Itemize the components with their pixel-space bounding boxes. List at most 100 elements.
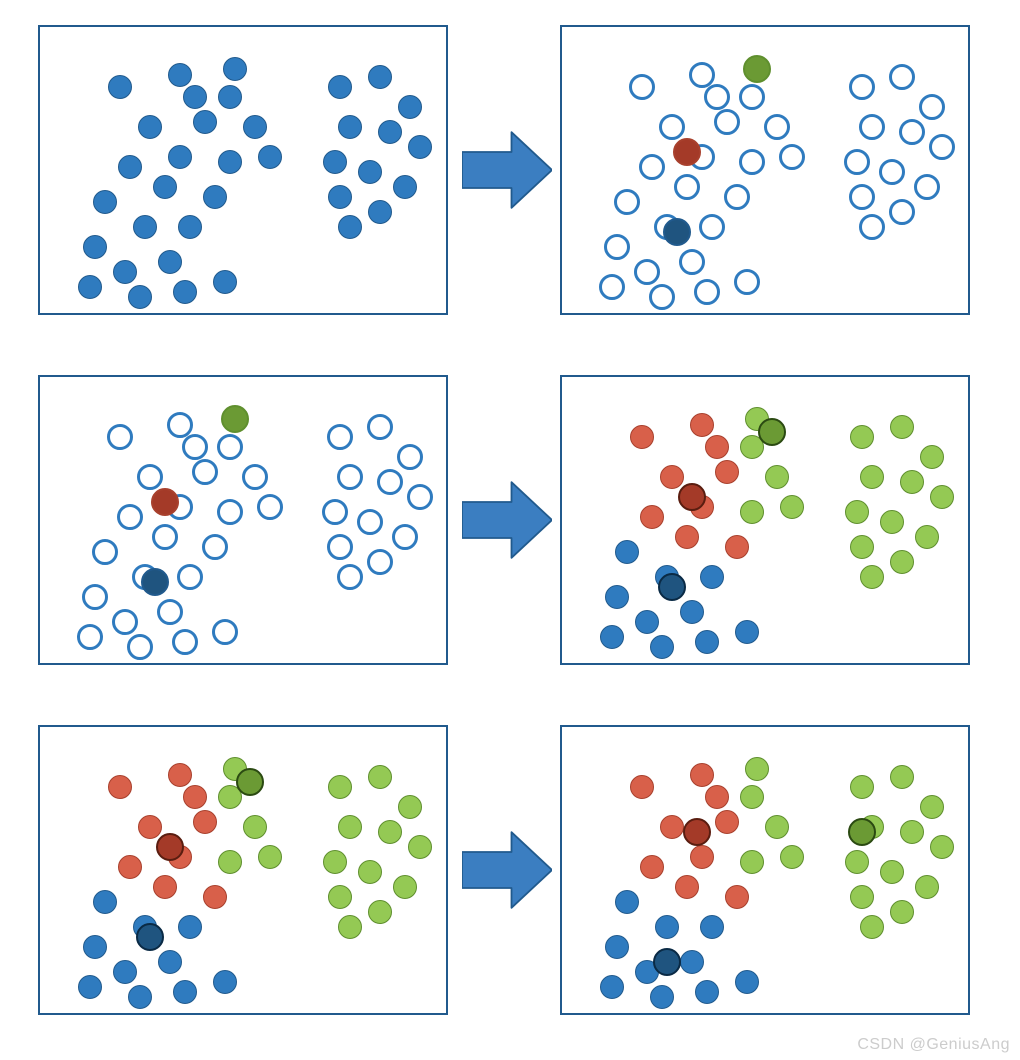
data-point: [367, 549, 393, 575]
data-point: [156, 833, 184, 861]
data-point: [690, 413, 714, 437]
data-point: [860, 915, 884, 939]
data-point: [850, 885, 874, 909]
data-point: [408, 835, 432, 859]
data-point: [368, 765, 392, 789]
data-point: [690, 763, 714, 787]
data-point: [393, 875, 417, 899]
data-point: [108, 775, 132, 799]
data-point: [133, 215, 157, 239]
data-point: [780, 495, 804, 519]
data-point: [243, 815, 267, 839]
data-point: [764, 114, 790, 140]
data-point: [699, 214, 725, 240]
data-point: [765, 465, 789, 489]
data-point: [393, 175, 417, 199]
data-point: [358, 160, 382, 184]
watermark-text: CSDN @GeniusAng: [857, 1036, 1010, 1054]
data-point: [920, 445, 944, 469]
data-point: [323, 850, 347, 874]
data-point: [408, 135, 432, 159]
data-point: [735, 620, 759, 644]
data-point: [153, 875, 177, 899]
data-point: [113, 960, 137, 984]
data-point: [849, 74, 875, 100]
data-point: [600, 975, 624, 999]
data-point: [77, 624, 103, 650]
data-point: [683, 818, 711, 846]
data-point: [930, 835, 954, 859]
data-point: [173, 280, 197, 304]
data-point: [152, 524, 178, 550]
data-point: [705, 435, 729, 459]
data-point: [258, 145, 282, 169]
data-point: [615, 890, 639, 914]
data-point: [337, 464, 363, 490]
data-point: [392, 524, 418, 550]
data-point: [377, 469, 403, 495]
data-point: [740, 500, 764, 524]
data-point: [700, 565, 724, 589]
panel-p5: [38, 725, 448, 1015]
data-point: [378, 120, 402, 144]
data-point: [914, 174, 940, 200]
data-point: [678, 483, 706, 511]
data-point: [859, 214, 885, 240]
data-point: [378, 820, 402, 844]
data-point: [158, 950, 182, 974]
data-point: [889, 199, 915, 225]
data-point: [695, 630, 719, 654]
data-point: [605, 935, 629, 959]
data-point: [890, 415, 914, 439]
data-point: [604, 234, 630, 260]
data-point: [93, 890, 117, 914]
data-point: [919, 94, 945, 120]
data-point: [848, 818, 876, 846]
data-point: [634, 259, 660, 285]
data-point: [715, 460, 739, 484]
data-point: [153, 175, 177, 199]
data-point: [850, 535, 874, 559]
data-point: [338, 915, 362, 939]
data-point: [138, 815, 162, 839]
data-point: [183, 785, 207, 809]
data-point: [328, 775, 352, 799]
data-point: [157, 599, 183, 625]
data-point: [138, 115, 162, 139]
data-point: [107, 424, 133, 450]
data-point: [203, 885, 227, 909]
data-point: [695, 980, 719, 1004]
data-point: [859, 114, 885, 140]
data-point: [328, 75, 352, 99]
data-point: [629, 74, 655, 100]
data-point: [193, 810, 217, 834]
data-point: [715, 810, 739, 834]
data-point: [178, 215, 202, 239]
data-point: [236, 768, 264, 796]
data-point: [172, 629, 198, 655]
data-point: [680, 600, 704, 624]
data-point: [213, 270, 237, 294]
data-point: [860, 465, 884, 489]
data-point: [398, 95, 422, 119]
data-point: [700, 915, 724, 939]
data-point: [182, 434, 208, 460]
data-point: [860, 565, 884, 589]
data-point: [83, 235, 107, 259]
data-point: [675, 525, 699, 549]
data-point: [223, 57, 247, 81]
panel-p4: [560, 375, 970, 665]
data-point: [323, 150, 347, 174]
data-point: [615, 540, 639, 564]
data-point: [673, 138, 701, 166]
data-point: [600, 625, 624, 649]
panel-p2: [560, 25, 970, 315]
data-point: [739, 149, 765, 175]
data-point: [915, 525, 939, 549]
data-point: [168, 763, 192, 787]
data-point: [659, 114, 685, 140]
data-point: [407, 484, 433, 510]
data-point: [743, 55, 771, 83]
data-point: [725, 535, 749, 559]
data-point: [78, 975, 102, 999]
